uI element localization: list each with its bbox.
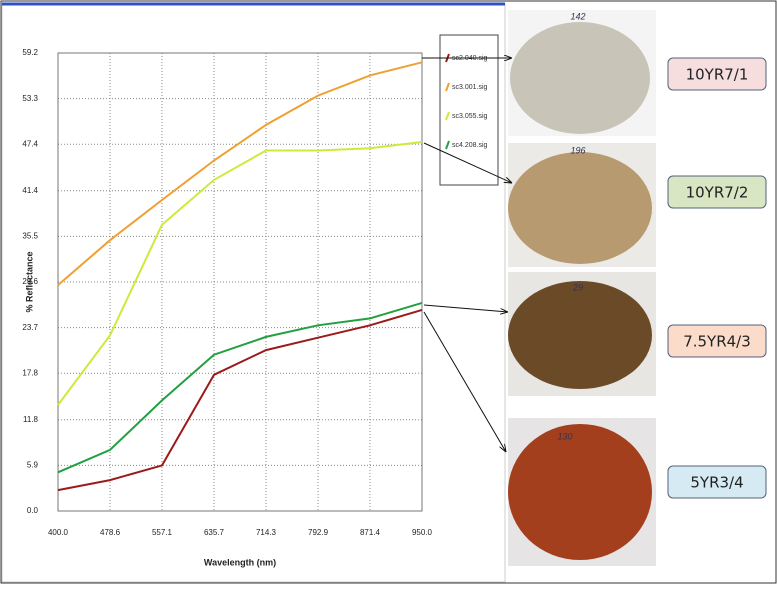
color-code: 5YR3/4 — [690, 474, 743, 492]
photo-number: 196 — [570, 145, 585, 155]
x-tick-label: 714.3 — [256, 528, 277, 537]
y-tick-label: 0.0 — [27, 506, 39, 515]
soil-sample — [508, 424, 652, 560]
color-code: 10YR7/2 — [686, 184, 749, 202]
y-tick-label: 29.6 — [22, 277, 38, 286]
soil-sample — [510, 22, 650, 134]
x-tick-label: 635.7 — [204, 528, 225, 537]
legend-label: sc3.001.sig — [452, 84, 488, 91]
photo-number: 29 — [572, 282, 583, 292]
y-tick-label: 5.9 — [27, 460, 39, 469]
x-tick-label: 792.9 — [308, 528, 329, 537]
x-tick-label: 400.0 — [48, 528, 69, 537]
y-tick-label: 41.4 — [22, 186, 38, 195]
y-tick-label: 23.7 — [22, 323, 38, 332]
y-tick-label: 53.3 — [22, 94, 38, 103]
soil-sample — [508, 281, 652, 389]
x-tick-label: 871.4 — [360, 528, 381, 537]
y-tick-label: 47.4 — [22, 139, 38, 148]
chart-panel — [2, 4, 505, 582]
y-tick-label: 17.8 — [22, 368, 38, 377]
photo-number: 142 — [570, 11, 585, 21]
x-tick-label: 478.6 — [100, 528, 121, 537]
color-code: 7.5YR4/3 — [683, 333, 751, 351]
x-tick-label: 557.1 — [152, 528, 173, 537]
figure: % Reflectance Wavelength (nm) 0.05.911.8… — [0, 0, 777, 584]
y-tick-label: 35.5 — [22, 231, 38, 240]
legend-label: sc3.055.sig — [452, 113, 488, 120]
y-tick-label: 59.2 — [22, 48, 38, 57]
photo-number: 130 — [557, 431, 572, 441]
soil-sample — [508, 152, 652, 264]
x-axis-label: Wavelength (nm) — [204, 557, 276, 567]
color-code: 10YR7/1 — [686, 66, 749, 84]
x-tick-label: 950.0 — [412, 528, 433, 537]
y-tick-label: 11.8 — [23, 415, 39, 424]
legend-label: sc4.208.sig — [452, 142, 488, 149]
